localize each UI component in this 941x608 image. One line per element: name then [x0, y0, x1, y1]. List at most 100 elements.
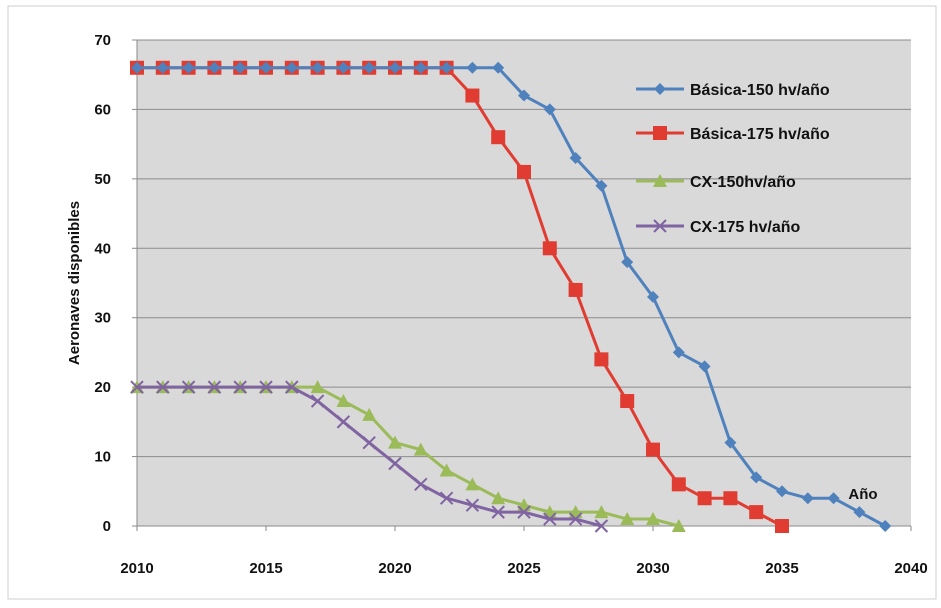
- x-axis-ticks: 2010 2015 2020 2025 2030 2035 2040: [120, 526, 928, 577]
- y-tick-label: 50: [94, 171, 111, 188]
- data-point: [853, 506, 866, 519]
- data-point: [492, 61, 505, 74]
- data-point: [491, 491, 506, 505]
- series-diamond: [131, 61, 892, 532]
- data-point: [594, 519, 609, 533]
- series-group: [130, 60, 892, 533]
- data-point: [285, 380, 299, 394]
- data-point: [491, 505, 505, 519]
- data-point: [671, 477, 686, 492]
- data-point: [182, 61, 195, 74]
- data-point: [233, 380, 247, 394]
- x-axis-label: Año: [848, 486, 877, 503]
- data-point: [130, 380, 144, 394]
- data-point: [569, 152, 582, 165]
- data-point: [208, 61, 221, 74]
- data-point: [517, 164, 531, 179]
- data-point: [827, 492, 840, 505]
- legend-entry: CX-175 hv/año: [636, 219, 800, 236]
- data-point: [389, 61, 401, 74]
- legend-marker: [654, 83, 666, 95]
- data-point: [517, 505, 531, 519]
- x-tick-label: 2035: [765, 560, 798, 577]
- x-tick-label: 2010: [120, 560, 153, 577]
- data-point: [285, 61, 298, 74]
- legend-label: Básica-150 hv/año: [690, 82, 830, 99]
- data-point: [518, 89, 530, 102]
- data-point: [414, 477, 428, 492]
- x-tick-label: 2020: [378, 560, 411, 577]
- x-tick-label: 2015: [249, 560, 282, 577]
- data-point: [439, 491, 454, 505]
- y-tick-label: 40: [94, 240, 111, 257]
- data-point: [776, 485, 788, 498]
- y-axis-ticks: 0 10 20 30 40 50 60 70: [94, 32, 137, 535]
- legend-marker: [653, 174, 667, 187]
- data-point: [621, 256, 634, 269]
- y-tick-label: 30: [94, 310, 111, 327]
- y-tick-label: 70: [94, 32, 111, 49]
- data-point: [388, 456, 402, 471]
- data-point: [362, 407, 377, 421]
- data-point: [207, 380, 222, 394]
- legend-marker: [653, 126, 667, 140]
- data-point: [647, 290, 659, 303]
- y-tick-label: 60: [94, 101, 111, 118]
- data-point: [543, 512, 557, 526]
- data-point: [646, 442, 660, 457]
- data-point: [362, 435, 376, 450]
- data-point: [466, 61, 479, 74]
- data-point: [749, 505, 764, 520]
- data-point: [337, 61, 350, 74]
- data-point: [750, 471, 763, 484]
- data-point: [440, 61, 453, 74]
- y-tick-label: 20: [94, 379, 111, 396]
- y-tick-label: 0: [103, 518, 111, 535]
- data-point: [413, 442, 428, 456]
- data-point: [879, 520, 892, 532]
- data-point: [801, 492, 814, 505]
- data-point: [775, 519, 789, 533]
- data-point: [723, 491, 738, 506]
- data-point: [465, 477, 480, 491]
- data-point: [181, 380, 196, 394]
- data-point: [594, 352, 609, 367]
- data-point: [542, 241, 557, 256]
- x-tick-label: 2040: [894, 560, 927, 577]
- data-point: [310, 394, 325, 408]
- data-point: [620, 512, 635, 526]
- data-point: [260, 61, 272, 74]
- legend-entry: Básica-175 hv/año: [636, 126, 830, 143]
- data-point: [491, 130, 506, 145]
- data-point: [671, 519, 686, 532]
- data-point: [594, 505, 609, 519]
- plot-area: [137, 40, 911, 526]
- data-point: [336, 394, 351, 408]
- data-point: [156, 61, 169, 74]
- data-point: [697, 491, 712, 506]
- data-point: [672, 346, 685, 359]
- data-point: [336, 415, 351, 429]
- series-x: [130, 380, 609, 533]
- legend-label: Básica-175 hv/año: [690, 126, 830, 143]
- y-tick-label: 10: [94, 449, 111, 466]
- data-point: [259, 380, 273, 394]
- data-point: [568, 282, 583, 297]
- data-point: [363, 61, 376, 74]
- data-point: [465, 88, 480, 103]
- data-point: [595, 179, 608, 192]
- series-square: [130, 60, 789, 533]
- data-point: [439, 463, 454, 477]
- y-axis-label: Aeronaves disponibles: [66, 201, 83, 365]
- data-point: [388, 435, 402, 449]
- data-point: [543, 103, 556, 116]
- legend-label: CX-175 hv/año: [690, 219, 800, 236]
- legend-entry: Básica-150 hv/año: [636, 82, 830, 99]
- legend-marker: [653, 219, 667, 233]
- legend-entry: CX-150hv/año: [636, 174, 796, 191]
- data-point: [234, 61, 247, 74]
- data-point: [698, 360, 711, 373]
- legend-label: CX-150hv/año: [690, 174, 796, 191]
